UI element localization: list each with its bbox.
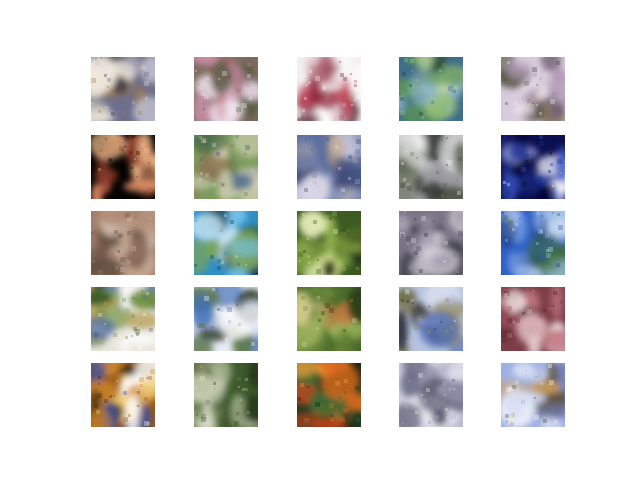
generated-sample-tile-red-fruit-on-black xyxy=(91,135,155,199)
tile-image xyxy=(297,211,361,275)
tile-image xyxy=(194,135,258,199)
tile-image xyxy=(297,57,361,121)
tile-image xyxy=(297,287,361,351)
tile-image xyxy=(399,287,463,351)
tile-image xyxy=(194,363,258,427)
generated-sample-tile-gray-purple-shape xyxy=(399,211,463,275)
generated-sample-tile-green-foliage xyxy=(297,211,361,275)
generated-sample-tile-bird-on-blue xyxy=(501,363,565,427)
tile-image xyxy=(501,287,565,351)
generated-sample-tile-gray-building xyxy=(399,135,463,199)
generated-sample-tile-blue-gray-blur xyxy=(297,135,361,199)
generated-sample-tile-tree-under-blue-sky xyxy=(194,287,258,351)
tile-image xyxy=(91,287,155,351)
generated-sample-tile-brown-texture xyxy=(91,211,155,275)
tile-image xyxy=(399,211,463,275)
tile-image xyxy=(501,363,565,427)
tile-image xyxy=(194,287,258,351)
generated-sample-tile-gray-lavender-shape xyxy=(399,363,463,427)
generated-sample-tile-green-and-white-objects xyxy=(91,287,155,351)
generated-sample-tile-green-and-pale-texture xyxy=(194,363,258,427)
generated-sample-tile-blurry-figure-on-pale-background xyxy=(91,57,155,121)
generated-sample-tile-arch-shape-on-blue xyxy=(399,287,463,351)
tile-image xyxy=(501,211,565,275)
tile-image xyxy=(399,135,463,199)
generated-sample-tile-palm-trees xyxy=(297,287,361,351)
tile-image xyxy=(91,363,155,427)
tile-image xyxy=(501,135,565,199)
generated-sample-tile-dark-shape-on-lavender xyxy=(501,57,565,121)
tile-image xyxy=(399,57,463,121)
generated-sample-tile-green-landscape xyxy=(194,135,258,199)
generated-sample-tile-pink-red-blur xyxy=(501,287,565,351)
generated-sample-tile-moon-on-dark-blue xyxy=(501,135,565,199)
generated-sample-tile-pink-and-green-texture xyxy=(194,57,258,121)
tile-image xyxy=(194,211,258,275)
tile-image xyxy=(297,135,361,199)
tile-image xyxy=(399,363,463,427)
generated-sample-tile-red-object-on-white xyxy=(297,57,361,121)
tile-image xyxy=(297,363,361,427)
generated-sample-tile-blue-sky-with-tree xyxy=(194,211,258,275)
tile-image xyxy=(501,57,565,121)
generated-sample-tile-orange-flame-on-dark-green xyxy=(297,363,361,427)
tile-image xyxy=(194,57,258,121)
generated-sample-tile-orange-with-blue-stripe xyxy=(91,363,155,427)
tile-image xyxy=(91,57,155,121)
generated-sample-tile-tree-on-blue-green xyxy=(399,57,463,121)
tile-image xyxy=(91,135,155,199)
generated-sample-tile-blue-sky-over-hill xyxy=(501,211,565,275)
tile-image xyxy=(91,211,155,275)
